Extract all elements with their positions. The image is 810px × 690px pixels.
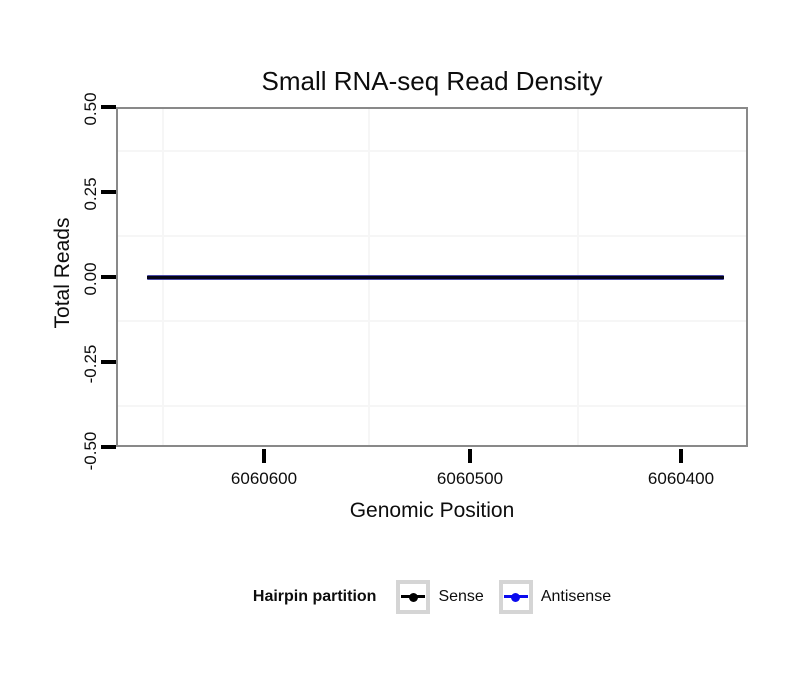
- y-tick-label: 0.00: [81, 262, 100, 296]
- sense-point-icon: [408, 592, 418, 602]
- y-axis-title: Total Reads: [51, 217, 74, 329]
- sense-line: [147, 276, 724, 279]
- y-tick-mark-000: [101, 275, 116, 279]
- y-tick-label: -0.50: [81, 431, 100, 471]
- y-tick-label: 0.50: [81, 92, 100, 126]
- legend-label-sense: Sense: [438, 588, 484, 605]
- legend-key-sense: [396, 580, 431, 614]
- legend-label-antisense: Antisense: [540, 588, 612, 605]
- minor-gridline-y-neg0125: [118, 320, 746, 322]
- legend: Hairpin partition Sense Antisense: [116, 578, 748, 616]
- minor-gridline-y-0125: [118, 235, 746, 237]
- x-tick-mark-6060400: [679, 449, 683, 463]
- y-tick-mark-025: [101, 190, 116, 194]
- minor-gridline-y-neg0375: [118, 405, 746, 407]
- antisense-point-icon: [511, 592, 521, 602]
- y-tick-mark-neg050: [101, 445, 116, 449]
- x-tick-mark-6060500: [468, 449, 472, 463]
- y-tick-label: -0.25: [81, 344, 100, 384]
- legend-title: Hairpin partition: [252, 588, 377, 605]
- x-axis-title: Genomic Position: [349, 499, 515, 522]
- y-tick-mark-neg025: [101, 360, 116, 364]
- x-tick-label: 6060400: [647, 469, 715, 488]
- plot-panel: [116, 107, 748, 447]
- y-tick-label: 0.25: [81, 177, 100, 211]
- minor-gridline-y-0375: [118, 150, 746, 152]
- x-tick-mark-6060600: [262, 449, 266, 463]
- x-tick-label: 6060600: [230, 469, 298, 488]
- legend-key-antisense: [498, 580, 533, 614]
- y-tick-mark-050: [101, 105, 116, 109]
- data-line-zero-reads: [147, 275, 724, 280]
- x-tick-label: 6060500: [436, 469, 504, 488]
- chart-title: Small RNA-seq Read Density: [261, 66, 603, 96]
